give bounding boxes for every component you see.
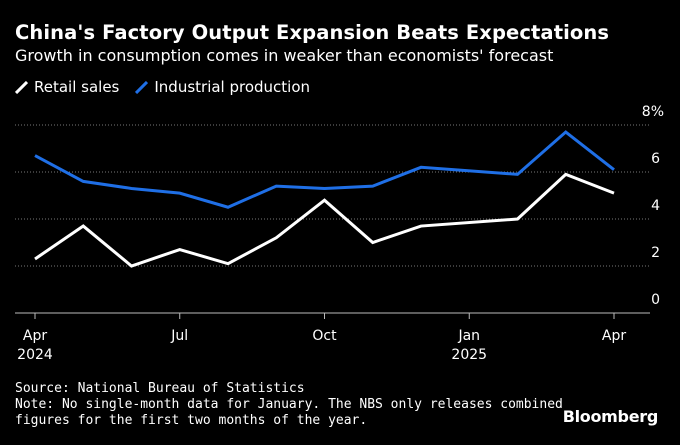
legend-item-retail-sales: Retail sales (15, 78, 119, 96)
retail-sales-swatch-icon (15, 80, 28, 94)
y-tick-label: 8% (642, 104, 664, 120)
x-tick-label: Apr (23, 328, 47, 344)
chart-footer: Source: National Bureau of Statistics No… (15, 381, 563, 429)
chart-title: China's Factory Output Expansion Beats E… (15, 21, 610, 44)
bloomberg-logo: Bloomberg (562, 407, 659, 426)
y-tick-label: 6 (651, 151, 660, 167)
note-line-1: Note: No single-month data for January. … (15, 397, 563, 412)
legend: Retail sales Industrial production (15, 78, 326, 96)
note-line-2: figures for the first two months of the … (15, 413, 368, 428)
y-tick-label: 4 (651, 198, 660, 214)
x-tick-label: Jul (170, 328, 188, 344)
x-tick-label: Apr (602, 328, 626, 344)
x-tick-sublabel: 2024 (17, 347, 53, 363)
y-tick-label: 2 (651, 245, 660, 261)
x-tick-label: Oct (312, 328, 337, 344)
industrial-production-swatch-icon (135, 80, 149, 94)
x-tick-label: Jan (457, 328, 480, 344)
legend-label-retail-sales: Retail sales (34, 78, 120, 96)
series-line-industrial-production (34, 130, 615, 209)
series-line-retail-sales (34, 172, 615, 268)
x-tick-sublabel: 2025 (451, 347, 487, 363)
source-note: Source: National Bureau of Statistics (15, 381, 305, 396)
legend-label-industrial-production: Industrial production (154, 78, 311, 96)
y-tick-label: 0 (651, 292, 660, 308)
chart-subtitle: Growth in consumption comes in weaker th… (15, 46, 554, 65)
legend-item-industrial-production: Industrial production (135, 78, 310, 96)
